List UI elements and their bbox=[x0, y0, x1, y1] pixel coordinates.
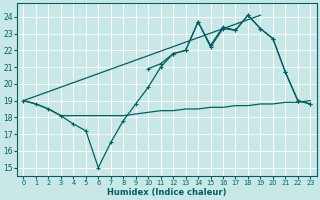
X-axis label: Humidex (Indice chaleur): Humidex (Indice chaleur) bbox=[107, 188, 227, 197]
